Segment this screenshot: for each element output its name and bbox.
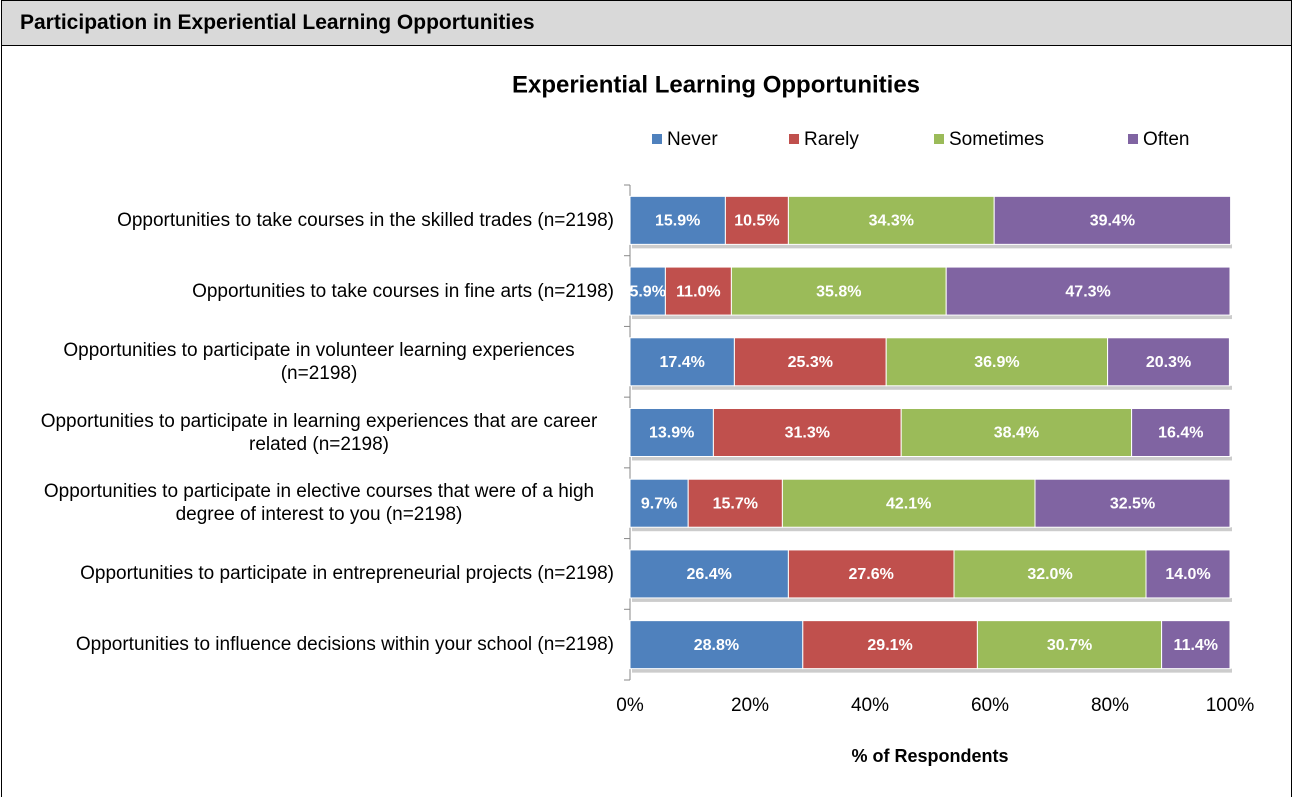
- legend-label: Often: [1143, 129, 1189, 150]
- bar-segment: [976, 620, 1163, 670]
- data-label: 11.0%: [676, 283, 720, 300]
- data-label: 47.3%: [1065, 283, 1110, 300]
- legend-label: Sometimes: [949, 129, 1044, 150]
- data-label: 30.7%: [1047, 637, 1092, 654]
- bar-segment: [1034, 478, 1231, 528]
- bar-segment: [802, 620, 978, 670]
- data-label: 15.7%: [713, 495, 758, 512]
- bar-segment: [787, 195, 995, 245]
- category-label: Opportunities to take courses in the ski…: [117, 209, 614, 231]
- bar-segment: [629, 478, 689, 528]
- bar-segment: [900, 408, 1133, 457]
- category-label: Opportunities to participate in entrepre…: [80, 563, 614, 585]
- category-label-box: Opportunities to participate in elective…: [14, 474, 614, 532]
- data-label: 25.3%: [788, 354, 833, 371]
- header-title: Participation in Experiential Learning O…: [1, 0, 1292, 46]
- bar-segment: [629, 195, 726, 245]
- data-label: 5.9%: [629, 283, 665, 300]
- data-label: 31.3%: [785, 425, 830, 442]
- data-label: 11.4%: [1174, 637, 1218, 654]
- x-tick-label: 100%: [1206, 695, 1255, 716]
- data-label: 13.9%: [649, 425, 694, 442]
- category-label-box: Opportunities to take courses in fine ar…: [14, 262, 614, 320]
- data-label: 20.3%: [1146, 354, 1191, 371]
- chart-title: Experiential Learning Opportunities: [512, 71, 920, 98]
- category-label: Opportunities to participate in elective…: [43, 481, 595, 526]
- data-label: 17.4%: [660, 354, 705, 371]
- category-label-box: Opportunities to participate in entrepre…: [14, 545, 614, 603]
- bar-segment: [1161, 620, 1231, 670]
- bar-segment: [733, 337, 887, 387]
- data-label: 36.9%: [974, 354, 1019, 371]
- bar-shadow: [632, 315, 1232, 320]
- data-label: 32.0%: [1027, 566, 1072, 583]
- data-label: 32.5%: [1110, 495, 1155, 512]
- bar-segment: [993, 195, 1232, 245]
- data-label: 28.8%: [694, 637, 739, 654]
- bar-segment: [1145, 549, 1231, 599]
- bar-segment: [687, 478, 783, 528]
- bar-segment: [629, 337, 735, 387]
- category-label: Opportunities to take courses in fine ar…: [192, 280, 614, 302]
- legend-label: Never: [667, 129, 718, 150]
- bar-shadow: [632, 527, 1232, 532]
- category-label-box: Opportunities to take courses in the ski…: [14, 191, 614, 249]
- bar-shadow: [632, 456, 1232, 461]
- x-tick-label: 20%: [731, 695, 769, 716]
- bar-segment: [629, 549, 789, 599]
- bar-segment: [712, 408, 902, 457]
- legend-swatch: [1128, 134, 1138, 144]
- data-label: 14.0%: [1165, 566, 1210, 583]
- bar-segment: [730, 266, 947, 316]
- category-label-box: Opportunities to participate in voluntee…: [14, 333, 614, 391]
- x-axis-label: % of Respondents: [851, 746, 1008, 766]
- bar-segment: [781, 478, 1036, 528]
- bar-shadow: [632, 597, 1232, 602]
- bar-segment: [724, 195, 789, 245]
- bar-shadow: [632, 244, 1232, 249]
- category-label-box: Opportunities to participate in learning…: [14, 404, 614, 462]
- legend-swatch: [652, 134, 662, 144]
- bar-shadow: [632, 385, 1232, 390]
- bar-segment: [885, 337, 1109, 387]
- bar-segment: [953, 549, 1147, 599]
- bar-segment: [945, 266, 1231, 316]
- data-label: 9.7%: [641, 495, 677, 512]
- x-tick-label: 40%: [851, 695, 889, 716]
- data-label: 27.6%: [849, 566, 894, 583]
- bar-segment: [629, 408, 714, 457]
- bar-segment: [787, 549, 955, 599]
- category-label: Opportunities to participate in voluntee…: [63, 339, 575, 384]
- data-label: 39.4%: [1090, 213, 1135, 230]
- data-label: 38.4%: [994, 425, 1039, 442]
- category-label: Opportunities to participate in learning…: [40, 410, 598, 455]
- data-label: 26.4%: [687, 566, 732, 583]
- data-label: 16.4%: [1158, 425, 1203, 442]
- data-label: 42.1%: [886, 495, 931, 512]
- x-tick-label: 80%: [1091, 695, 1129, 716]
- data-label: 29.1%: [867, 637, 912, 654]
- bar-segment: [1131, 408, 1231, 457]
- legend-swatch: [934, 134, 944, 144]
- bar-shadow: [632, 668, 1232, 673]
- data-label: 34.3%: [869, 213, 914, 230]
- data-label: 15.9%: [655, 213, 700, 230]
- category-label: Opportunities to influence decisions wit…: [75, 634, 614, 656]
- legend-label: Rarely: [804, 129, 859, 150]
- legend-swatch: [789, 134, 799, 144]
- category-label-box: Opportunities to influence decisions wit…: [14, 616, 614, 674]
- data-label: 10.5%: [734, 213, 779, 230]
- x-tick-label: 0%: [616, 695, 644, 716]
- bar-segment: [1107, 337, 1230, 387]
- x-tick-label: 60%: [971, 695, 1009, 716]
- data-label: 35.8%: [816, 283, 861, 300]
